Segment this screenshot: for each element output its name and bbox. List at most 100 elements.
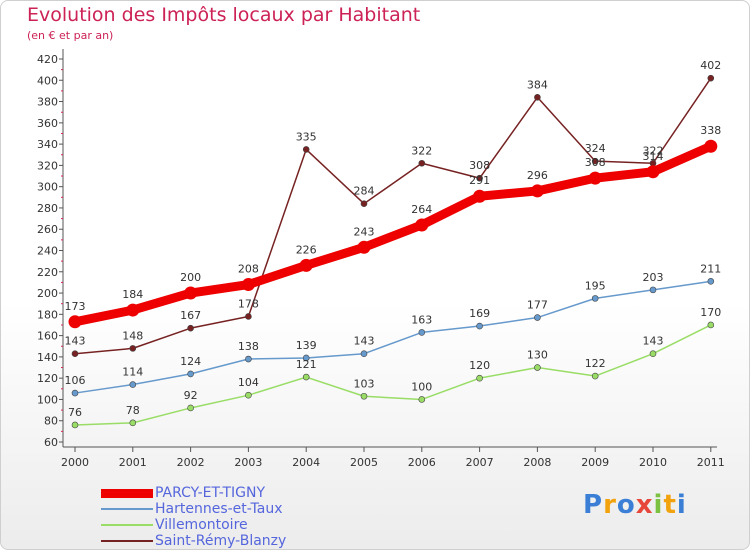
legend-swatch xyxy=(101,524,153,526)
data-label: 106 xyxy=(65,374,86,387)
data-point xyxy=(534,94,541,101)
data-point xyxy=(129,345,137,352)
x-tick-label: 2000 xyxy=(61,456,89,469)
y-tick-label: 160 xyxy=(37,330,58,343)
data-point xyxy=(245,391,252,399)
x-tick-label: 2006 xyxy=(408,456,436,469)
data-label: 243 xyxy=(354,225,375,238)
chart-title: Evolution des Impôts locaux par Habitant xyxy=(27,4,421,26)
data-point xyxy=(245,355,252,363)
chart-subtitle: (en € et par an) xyxy=(27,29,114,42)
data-point xyxy=(530,184,544,198)
x-tick-label: 2007 xyxy=(466,456,494,469)
data-label: 143 xyxy=(354,335,375,348)
data-label: 322 xyxy=(411,144,432,157)
data-label: 100 xyxy=(411,380,432,393)
y-tick-label: 300 xyxy=(37,181,58,194)
data-label: 178 xyxy=(238,297,259,310)
data-label: 92 xyxy=(184,389,198,402)
data-label: 143 xyxy=(643,335,664,348)
data-point xyxy=(476,174,483,182)
y-tick-label: 320 xyxy=(37,159,58,172)
data-label: 402 xyxy=(700,59,721,72)
y-tick-label: 340 xyxy=(37,138,58,151)
data-label: 226 xyxy=(296,243,317,256)
data-point xyxy=(71,421,79,429)
series-lines xyxy=(74,77,713,426)
logo-letter: i xyxy=(676,490,687,520)
data-label: 124 xyxy=(180,355,201,368)
data-point xyxy=(187,370,194,378)
data-point xyxy=(534,364,541,371)
data-label: 335 xyxy=(296,130,317,143)
data-label: 173 xyxy=(65,300,86,313)
data-point xyxy=(360,200,368,207)
data-point xyxy=(184,286,198,300)
legend-label: PARCY-ET-TIGNY xyxy=(155,485,266,501)
data-point xyxy=(129,419,137,427)
data-point xyxy=(418,396,426,403)
data-label: 338 xyxy=(700,124,721,137)
data-point xyxy=(476,322,483,330)
data-point xyxy=(415,218,429,232)
data-point xyxy=(360,350,368,357)
data-label: 296 xyxy=(527,169,548,182)
data-labels: 106 114 124 138 139 143 163 169 177 195 203 211 76 78… xyxy=(65,59,722,419)
data-point xyxy=(473,189,487,203)
data-label: 211 xyxy=(700,262,721,275)
data-label: 169 xyxy=(469,307,490,320)
y-tick-label: 360 xyxy=(37,117,58,130)
data-label: 76 xyxy=(68,406,82,419)
data-point xyxy=(68,315,82,329)
x-tick-label: 2008 xyxy=(523,456,551,469)
y-tick-label: 60 xyxy=(44,436,58,449)
data-label: 121 xyxy=(296,358,317,371)
y-tick-label: 380 xyxy=(37,96,58,109)
series-line-0 xyxy=(74,142,713,327)
data-point xyxy=(707,74,715,82)
data-point xyxy=(360,392,368,400)
series-line-1 xyxy=(74,280,711,394)
data-point xyxy=(245,313,252,320)
data-label: 314 xyxy=(643,150,664,163)
data-label: 120 xyxy=(469,359,490,372)
data-label: 122 xyxy=(585,357,606,370)
axes xyxy=(59,49,717,452)
data-label: 384 xyxy=(527,78,548,91)
data-label: 103 xyxy=(354,377,375,390)
logo-letter: o xyxy=(616,490,636,520)
y-tick-label: 80 xyxy=(44,415,58,428)
data-point xyxy=(591,295,599,302)
data-label: 78 xyxy=(126,404,140,417)
data-point xyxy=(704,139,718,153)
x-tick-label: 2011 xyxy=(697,456,725,469)
data-label: 177 xyxy=(527,299,548,312)
x-tick-label: 2001 xyxy=(119,456,147,469)
proxiti-logo: Proxiti xyxy=(583,490,687,520)
y-tick-label: 120 xyxy=(37,372,58,385)
data-point xyxy=(187,404,194,412)
y-tick-label: 280 xyxy=(37,202,58,215)
data-label: 291 xyxy=(469,174,490,187)
data-label: 322 xyxy=(643,144,664,157)
data-point xyxy=(129,381,137,388)
data-label: 184 xyxy=(122,288,143,301)
y-tick-label: 180 xyxy=(37,308,58,321)
x-tick-label: 2010 xyxy=(639,456,667,469)
y-tick-label: 200 xyxy=(37,287,58,300)
data-label: 308 xyxy=(469,159,490,172)
y-tick-label: 220 xyxy=(37,266,58,279)
data-point xyxy=(591,372,599,380)
data-point xyxy=(534,314,541,321)
legend-swatch xyxy=(101,489,153,498)
data-label: 139 xyxy=(296,339,317,352)
data-point xyxy=(126,303,140,317)
data-point xyxy=(302,373,310,381)
y-tick-label: 420 xyxy=(37,53,58,66)
tick-labels: 60 80 100 120 140 160 180 200 220 240 260 280 300 320… xyxy=(37,53,725,469)
logo-letter: t xyxy=(663,490,677,520)
data-point xyxy=(707,321,715,329)
x-tick-label: 2004 xyxy=(292,456,320,469)
